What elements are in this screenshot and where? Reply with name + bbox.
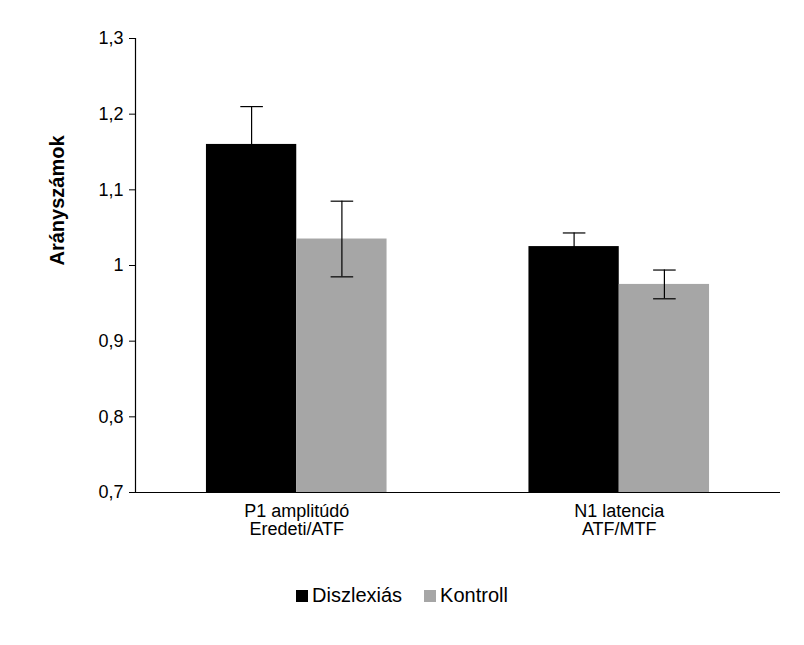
svg-text:1,3: 1,3 <box>98 28 123 48</box>
svg-text:P1 amplitúdóEredeti/ATF: P1 amplitúdóEredeti/ATF <box>244 501 349 539</box>
html-text:Kontroll: Kontroll <box>440 584 508 606</box>
svg-text:0,7: 0,7 <box>98 482 123 502</box>
svg-text:0,9: 0,9 <box>98 331 123 351</box>
svg-text:1,1: 1,1 <box>98 180 123 200</box>
svg-text:N1 latenciaATF/MTF: N1 latenciaATF/MTF <box>574 501 665 539</box>
html-text:Diszlexiás: Diszlexiás <box>312 584 403 606</box>
svg-text:1: 1 <box>113 255 123 275</box>
svg-text:Arányszámok: Arányszámok <box>46 135 68 266</box>
svg-text:1,2: 1,2 <box>98 104 123 124</box>
svg-text:0,8: 0,8 <box>98 407 123 427</box>
